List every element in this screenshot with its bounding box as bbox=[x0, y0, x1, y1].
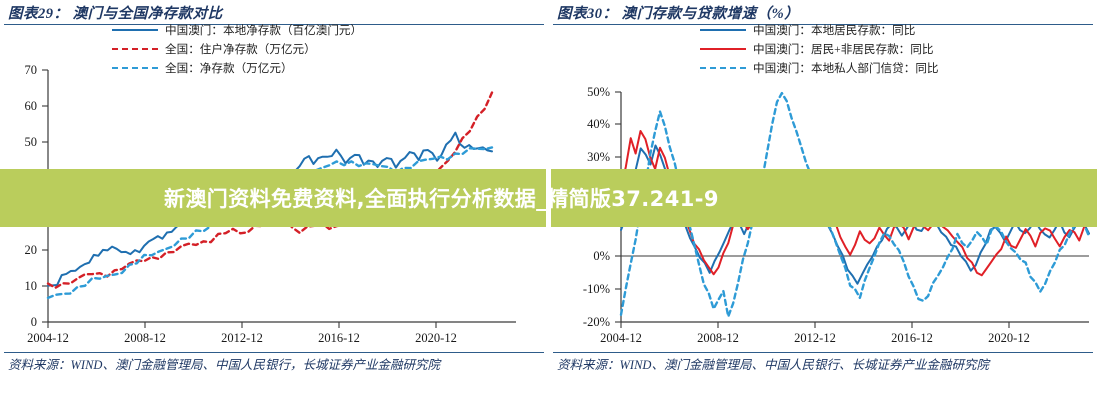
legend-swatch-solid-blue bbox=[700, 28, 746, 31]
x-tick-marks bbox=[620, 322, 1010, 328]
x-tick-2020: 2020-12 bbox=[415, 331, 457, 345]
watermark-text: 新澳门资料免费资料,全面执行分析数据_精简版37.241-9 bbox=[164, 187, 719, 211]
y-tick-30: 30% bbox=[587, 150, 610, 164]
chart-29-source: 资料来源：WIND、澳门金融管理局、中国人民银行，长城证券产业金融研究院 bbox=[8, 358, 440, 372]
y-tick-neg20: -20% bbox=[583, 315, 610, 329]
series-path-2 bbox=[619, 91, 1091, 318]
x-tick-2008: 2008-12 bbox=[124, 331, 166, 345]
y-tick-10: 10 bbox=[25, 279, 38, 293]
panel-chart-30: 图表30： 澳门存款与贷款增速（%） -20% bbox=[549, 0, 1097, 400]
legend-swatch-dashed-lightblue bbox=[112, 66, 158, 69]
legend-item-national-net-deposits: 全国：净存款（万亿元） bbox=[112, 58, 362, 77]
chart-30-legend: 中国澳门：本地居民存款：同比 中国澳门：居民+非居民存款：同比 中国澳门：本地私… bbox=[700, 20, 939, 77]
chart-30-title-rule bbox=[553, 24, 1093, 25]
legend-label-2: 中国澳门：本地私人部门信贷：同比 bbox=[753, 61, 939, 75]
y-tick-60: 60 bbox=[25, 99, 38, 113]
y-tick-0: 0% bbox=[593, 249, 610, 263]
legend-label-0: 中国澳门：本地净存款（百亿澳门元） bbox=[165, 23, 363, 37]
legend-label-1: 全国：住户净存款（万亿元） bbox=[165, 42, 316, 56]
series-path-1 bbox=[620, 130, 1090, 277]
y-tick-0: 0 bbox=[31, 315, 37, 329]
x-tick-2020: 2020-12 bbox=[988, 331, 1030, 345]
legend-item-private-sector-credit-yoy: 中国澳门：本地私人部门信贷：同比 bbox=[700, 58, 939, 77]
chart-29-footer-rule bbox=[4, 352, 544, 353]
chart-30-source: 资料来源：WIND、澳门金融管理局、中国人民银行、长城证券产业金融研究院 bbox=[557, 358, 989, 372]
chart-29-title-rule bbox=[4, 24, 544, 25]
legend-item-resident-nonresident-deposits-yoy: 中国澳门：居民+非居民存款：同比 bbox=[700, 39, 939, 58]
legend-item-macau-net-deposits: 中国澳门：本地净存款（百亿澳门元） bbox=[112, 20, 362, 39]
y-tick-50: 50 bbox=[25, 135, 38, 149]
x-tick-2012: 2012-12 bbox=[221, 331, 263, 345]
y-tick-70: 70 bbox=[25, 63, 38, 77]
legend-swatch-solid-blue bbox=[112, 28, 158, 31]
x-tick-2008: 2008-12 bbox=[697, 331, 739, 345]
x-tick-2012: 2012-12 bbox=[794, 331, 836, 345]
chart-30-footer-rule bbox=[553, 352, 1093, 353]
legend-label-2: 全国：净存款（万亿元） bbox=[165, 61, 293, 75]
legend-item-resident-deposits-yoy: 中国澳门：本地居民存款：同比 bbox=[700, 20, 939, 39]
x-tick-marks bbox=[47, 322, 437, 328]
x-tick-2004: 2004-12 bbox=[27, 331, 69, 345]
series-path-0 bbox=[620, 144, 1090, 285]
series-path-2 bbox=[46, 146, 494, 300]
x-tick-labels: 2004-12 2008-12 2012-12 2016-12 2020-12 bbox=[27, 331, 457, 345]
legend-swatch-solid-red bbox=[700, 47, 746, 50]
y-tick-neg10: -10% bbox=[583, 282, 610, 296]
x-tick-labels: 2004-12 2008-12 2012-12 2016-12 2020-12 bbox=[600, 331, 1030, 345]
legend-item-national-household-net-deposits: 全国：住户净存款（万亿元） bbox=[112, 39, 362, 58]
x-tick-2016: 2016-12 bbox=[891, 331, 933, 345]
y-tick-20: 20 bbox=[25, 243, 38, 257]
y-tick-50: 50% bbox=[587, 85, 610, 99]
legend-swatch-dashed-red bbox=[112, 47, 158, 50]
x-tick-2004: 2004-12 bbox=[600, 331, 642, 345]
x-tick-2016: 2016-12 bbox=[318, 331, 360, 345]
chart-29-legend: 中国澳门：本地净存款（百亿澳门元） 全国：住户净存款（万亿元） 全国：净存款（万… bbox=[112, 20, 362, 77]
panel-divider-gap bbox=[546, 0, 551, 400]
legend-label-1: 中国澳门：居民+非居民存款：同比 bbox=[753, 42, 934, 56]
legend-label-0: 中国澳门：本地居民存款：同比 bbox=[753, 23, 916, 37]
chart-29-title: 图表29： 澳门与全国净存款对比 bbox=[8, 6, 223, 22]
chart-30-series bbox=[619, 91, 1091, 318]
legend-swatch-dashed-lightblue bbox=[700, 66, 746, 69]
y-tick-40: 40% bbox=[587, 117, 610, 131]
chart-30-title: 图表30： 澳门存款与贷款增速（%） bbox=[557, 6, 800, 22]
